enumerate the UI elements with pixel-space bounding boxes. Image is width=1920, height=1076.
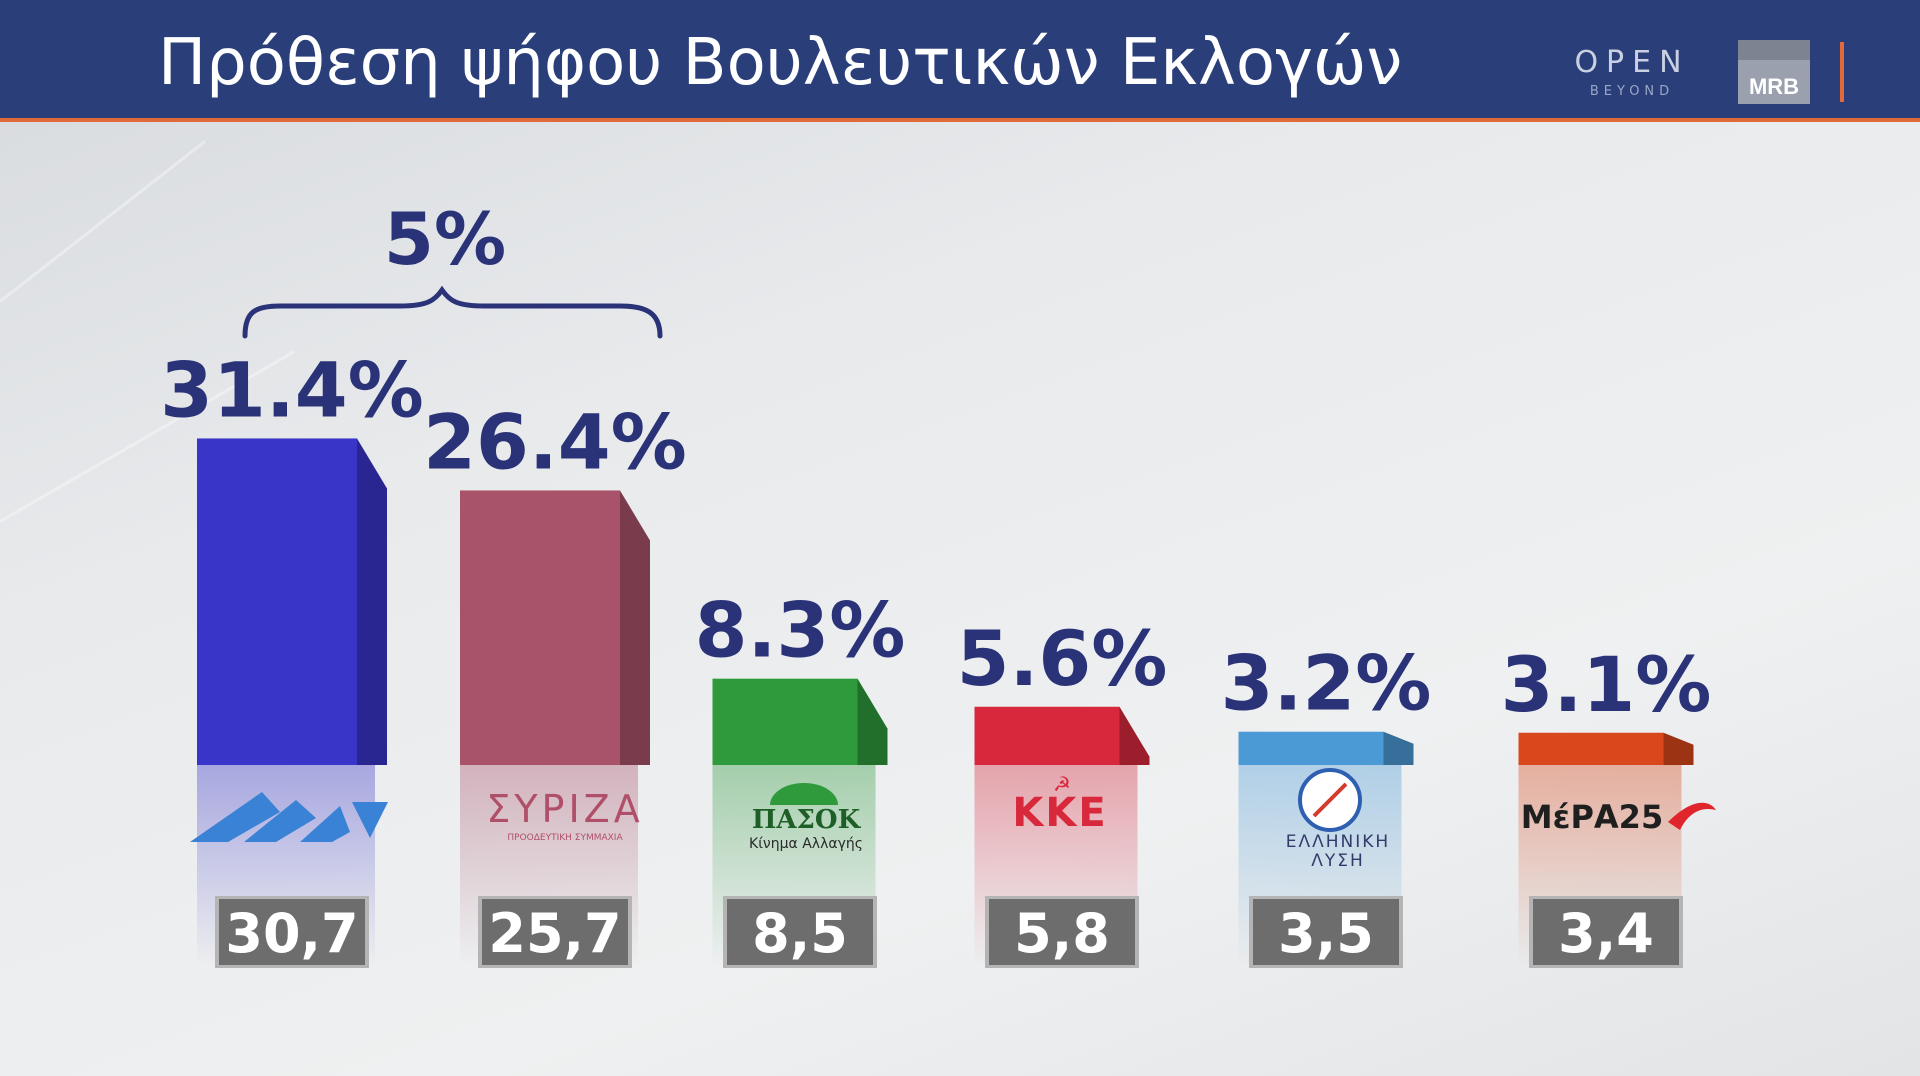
bar-front [197,438,357,765]
pasok-logo-text: ΠΑΣΟΚ [752,805,862,835]
bar-side [357,438,387,765]
bar-value-label: 26.4% [423,397,687,486]
pasok-sun-icon [770,783,838,805]
previous-value-label: 3,5 [1278,902,1374,965]
bar-front [974,706,1120,765]
previous-value-badge [989,899,1135,965]
syriza-logo-subtitle: ΠΡΟΟΔΕΥΤΙΚΗ ΣΥΜΜΑΧΙΑ [507,833,623,843]
previous-value-badge [482,899,628,965]
nd-logo-shape [190,792,280,842]
previous-value-badge [1253,899,1399,965]
nd-logo-shape [300,806,350,842]
previous-value-label: 5,8 [1014,902,1110,965]
header-bar: Πρόθεση ψήφου Βουλευτικών Εκλογών OPEN B… [0,0,1920,122]
previous-value-label: 30,7 [225,902,358,965]
gap-annotation-label: 5% [384,197,506,281]
kke-logo-text: ΚΚΕ [1012,790,1107,836]
bar-side [857,678,888,765]
bar-front [1518,732,1664,765]
bar-side [620,490,650,765]
bar-value-label: 3.1% [1501,640,1712,729]
bar-front [460,490,620,765]
previous-value-label: 8,5 [752,902,848,965]
previous-value-label: 25,7 [488,902,621,965]
bar-value-label: 5.6% [957,614,1168,703]
bar-side [1383,731,1414,765]
open-logo: OPEN [1574,45,1690,80]
nd-logo-shape [352,802,388,838]
page-title: Πρόθεση ψήφου Βουλευτικών Εκλογών [158,26,1403,100]
kke-hammer-sickle-icon: ☭ [1053,772,1071,796]
bar-side [1119,706,1150,765]
bar-value-label: 3.2% [1221,639,1432,728]
mera25-logo-text: ΜέΡΑ25 [1521,798,1663,836]
mera25-swallow-icon [1668,802,1716,830]
bar-front [712,678,858,765]
bar-value-label: 8.3% [695,586,906,675]
mrb-logo-text: MRB [1748,74,1800,99]
bar-side [1663,732,1694,765]
previous-value-badge [727,899,873,965]
previous-value-label: 3,4 [1558,902,1654,965]
pasok-logo-subtitle: Κίνημα Αλλαγής [749,836,863,852]
elliniki-logo-text: ΕΛΛΗΝΙΚΗ [1286,832,1390,852]
syriza-logo-text: ΣΥΡΙΖΑ [486,787,643,831]
gap-bracket [242,285,663,339]
previous-value-badge [1533,899,1679,965]
nd-logo-shape [244,800,316,842]
compass-needle-icon [1312,782,1348,818]
mrb-logo: MRB [1738,40,1810,104]
mrb-logo-bar [1738,40,1810,60]
bar-front [1238,731,1384,765]
open-logo-subtitle: BEYOND [1589,84,1675,99]
header-separator [1840,42,1844,102]
elliniki-logo-text: ΛΥΣΗ [1311,851,1365,871]
bar-value-label: 31.4% [160,345,424,434]
previous-value-badge [219,899,365,965]
